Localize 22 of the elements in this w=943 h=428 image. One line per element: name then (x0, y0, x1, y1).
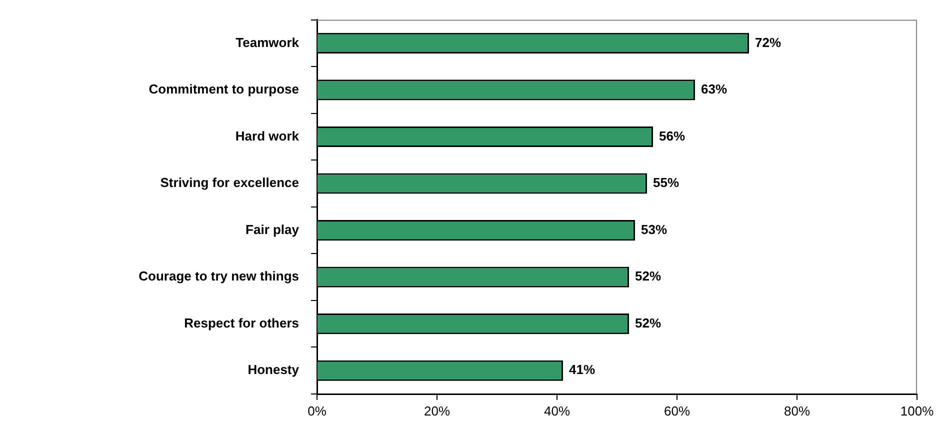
x-tick-label: 60% (664, 403, 690, 418)
y-tick-label: Hard work (235, 128, 300, 144)
x-tick-label: 100% (900, 403, 934, 418)
data-label: 56% (659, 128, 686, 144)
x-tick-label: 0% (308, 403, 327, 418)
x-tick-label: 40% (544, 403, 570, 418)
data-label: 52% (635, 268, 662, 284)
y-tick-label: Commitment to purpose (148, 82, 299, 97)
y-tick-label: Striving for excellence (160, 175, 299, 190)
data-label: 63% (701, 82, 728, 97)
data-label: 55% (653, 175, 680, 190)
y-tick-label: Respect for others (184, 315, 299, 330)
data-label: 72% (755, 34, 782, 50)
x-tick-label: 80% (784, 403, 810, 418)
data-label: 53% (641, 222, 668, 237)
y-tick-label: Teamwork (236, 34, 300, 50)
y-tick-label: Honesty (248, 362, 300, 378)
y-tick-label: Courage to try new things (138, 268, 299, 284)
data-label: 41% (569, 362, 596, 378)
y-tick-label: Fair play (246, 222, 300, 237)
data-label: 52% (635, 315, 662, 330)
x-tick-label: 20% (424, 403, 450, 418)
